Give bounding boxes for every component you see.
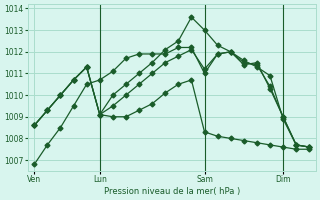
X-axis label: Pression niveau de la mer( hPa ): Pression niveau de la mer( hPa ) — [104, 187, 240, 196]
